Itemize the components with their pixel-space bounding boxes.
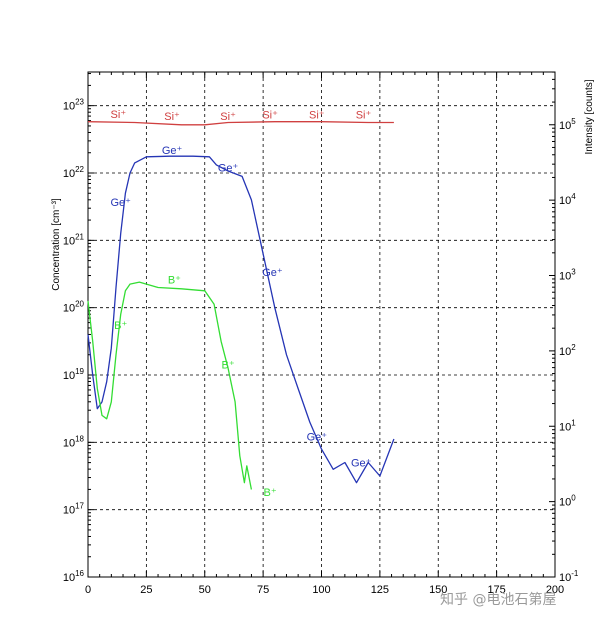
x-tick-label: 125 bbox=[371, 584, 389, 596]
series-label: Ge⁺ bbox=[162, 145, 183, 157]
y-right-tick-label: 105 bbox=[559, 117, 576, 132]
series-label: Si⁺ bbox=[356, 110, 372, 122]
y-axis-right-title: Intensity [counts] bbox=[584, 79, 595, 154]
y-right-tick-label: 103 bbox=[559, 268, 576, 283]
series-label: Si⁺ bbox=[220, 111, 236, 123]
x-tick-label: 50 bbox=[199, 584, 211, 596]
series-label: B⁺ bbox=[168, 274, 181, 286]
y-axis-left: 1016 1017 1018 1019 1020 1021 1022 1023 bbox=[63, 73, 94, 584]
x-tick-label: 75 bbox=[257, 584, 269, 596]
y-left-tick-label: 1016 bbox=[63, 569, 85, 584]
y-left-tick-label: 1018 bbox=[63, 434, 85, 449]
series-label: Ge⁺ bbox=[351, 458, 372, 470]
y-right-tick-label: 101 bbox=[559, 418, 576, 433]
series-line bbox=[87, 281, 253, 490]
y-axis-right: 10-1 100 101 102 103 104 105 bbox=[549, 71, 579, 584]
series-label: Ge⁺ bbox=[262, 267, 283, 279]
x-axis: 0 25 50 75 100 125 150 175 200 bbox=[85, 72, 564, 596]
series-label: B⁺ bbox=[222, 359, 235, 371]
series-label: Ge⁺ bbox=[110, 197, 131, 209]
grid-lines bbox=[88, 72, 555, 577]
y-left-tick-label: 1021 bbox=[63, 232, 85, 247]
series-group: Si⁺ Si⁺ Si⁺ Si⁺ Si⁺ Si⁺ Ge⁺ Ge⁺ Ge⁺ Ge⁺ Ge⁺ Ge⁺ B⁺ B⁺… bbox=[87, 109, 395, 499]
series-label: B⁺ bbox=[114, 320, 127, 332]
series-label: Si⁺ bbox=[262, 110, 278, 122]
x-tick-label: 100 bbox=[312, 584, 330, 596]
y-right-tick-label: 102 bbox=[559, 343, 576, 358]
series-label: Si⁺ bbox=[309, 110, 325, 122]
y-right-tick-label: 100 bbox=[559, 494, 576, 509]
x-tick-label: 0 bbox=[85, 584, 91, 596]
x-tick-label: 200 bbox=[546, 584, 564, 596]
y-right-tick-label: 10-1 bbox=[559, 569, 579, 584]
y-left-tick-label: 1017 bbox=[63, 502, 85, 517]
series-line bbox=[87, 155, 395, 484]
series-label: Ge⁺ bbox=[307, 431, 328, 443]
y-right-tick-label: 104 bbox=[559, 192, 576, 207]
series-line bbox=[87, 121, 394, 126]
y-left-tick-label: 1019 bbox=[63, 367, 85, 382]
y-left-tick-label: 1023 bbox=[63, 98, 85, 113]
y-left-tick-label: 1022 bbox=[63, 165, 85, 180]
x-tick-label: 150 bbox=[429, 584, 447, 596]
y-axis-left-title: Concentration [cm⁻³] bbox=[51, 198, 62, 291]
series-label: Si⁺ bbox=[164, 111, 180, 123]
x-tick-label: 175 bbox=[487, 584, 505, 596]
series-label: Si⁺ bbox=[111, 109, 127, 121]
x-tick-label: 25 bbox=[140, 584, 152, 596]
series-label: Ge⁺ bbox=[218, 163, 239, 175]
watermark-text: 知乎 @电池石第屋 bbox=[440, 591, 556, 608]
series-label: B⁺ bbox=[264, 487, 277, 499]
y-left-tick-label: 1020 bbox=[63, 300, 85, 315]
